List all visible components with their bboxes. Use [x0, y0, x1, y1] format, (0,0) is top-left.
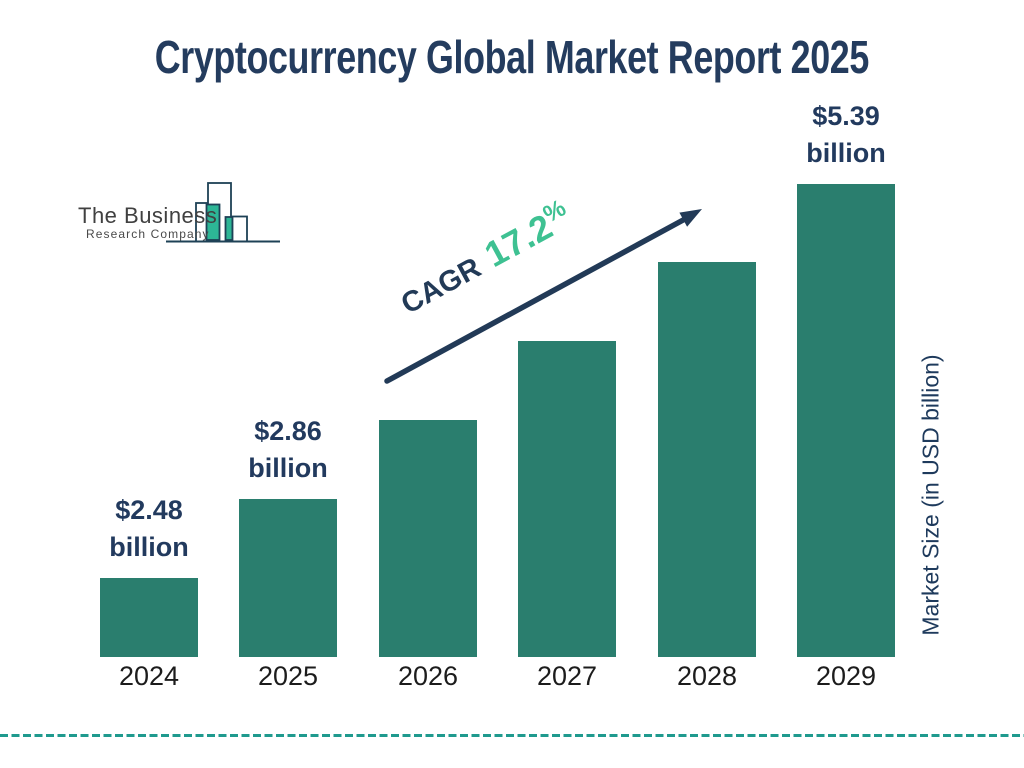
company-logo-icon — [166, 182, 280, 243]
bar-2028 — [658, 262, 756, 657]
x-axis-label-2026: 2026 — [397, 661, 459, 691]
value-label-2025: $2.86 billion — [248, 416, 328, 483]
x-axis-label-2025: 2025 — [257, 661, 319, 691]
logo-text-line1: The Business — [78, 203, 218, 228]
logo-text-line2: Research Company — [86, 227, 210, 241]
title-container: Cryptocurrency Global Market Report 2025 — [0, 30, 1024, 84]
x-axis-label-2024: 2024 — [118, 661, 180, 691]
y-axis-label: Market Size (in USD billion) — [917, 354, 944, 636]
x-axis-label-2029: 2029 — [815, 661, 877, 691]
bar-2024 — [100, 578, 198, 657]
bottom-dashed-divider — [0, 734, 1024, 737]
bar-2026 — [379, 420, 477, 657]
value-label-2029: $5.39 billion — [806, 101, 886, 168]
page-title: Cryptocurrency Global Market Report 2025 — [154, 31, 870, 83]
bar-2025 — [239, 499, 337, 657]
bar-2027 — [518, 341, 616, 657]
x-axis-label-2028: 2028 — [676, 661, 738, 691]
x-axis-label-2027: 2027 — [536, 661, 598, 691]
bar-2029 — [797, 184, 895, 657]
value-label-2024: $2.48 billion — [109, 495, 189, 562]
